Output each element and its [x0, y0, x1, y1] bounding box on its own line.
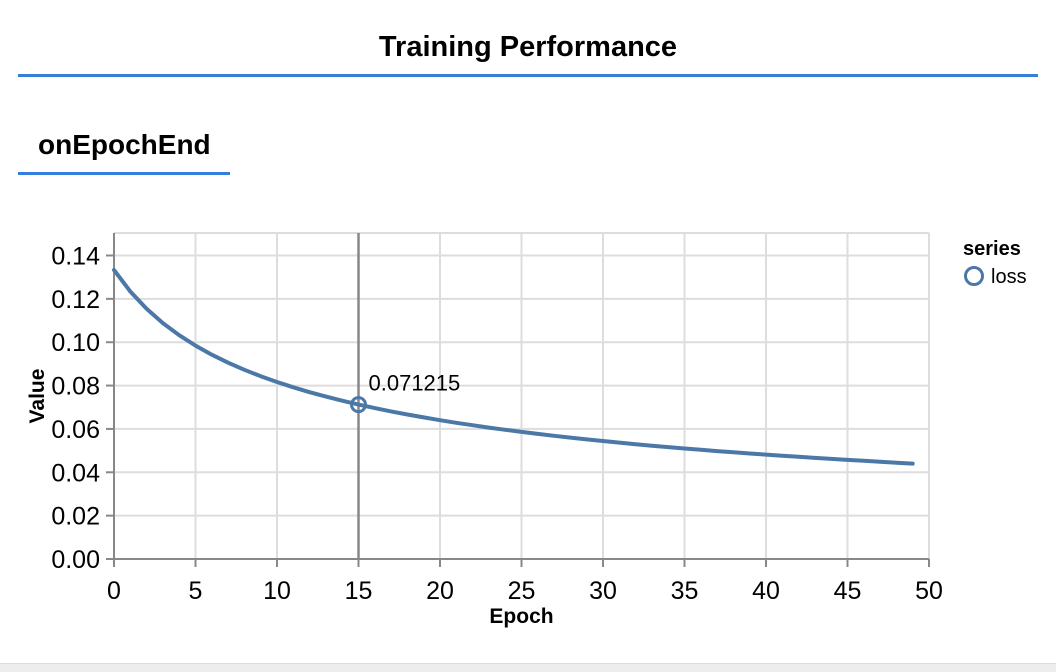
y-tick-label: 0.02 — [51, 503, 100, 531]
x-tick-label: 5 — [189, 577, 203, 605]
x-tick-label: 45 — [834, 577, 862, 605]
x-tick-label: 15 — [345, 577, 373, 605]
y-tick-label: 0.04 — [51, 459, 100, 487]
series-curve-loss — [112, 268, 915, 466]
x-tick-label: 30 — [589, 577, 617, 605]
y-tick-label: 0.10 — [51, 329, 100, 357]
x-tick-label: 40 — [752, 577, 780, 605]
x-tick-label: 35 — [671, 577, 699, 605]
x-tick-label: 25 — [508, 577, 536, 605]
legend-title: series — [963, 238, 1021, 260]
legend-symbol-loss[interactable] — [964, 266, 984, 286]
y-axis-title: Value — [26, 369, 49, 424]
y-tick-label: 0.14 — [51, 243, 100, 271]
title-divider — [18, 74, 1038, 77]
section-heading-underline — [18, 172, 230, 175]
legend-label-loss[interactable]: loss — [991, 266, 1027, 288]
y-tick-label: 0.12 — [51, 286, 100, 314]
y-tick-label: 0.00 — [51, 546, 100, 574]
x-axis-title: Epoch — [489, 605, 553, 628]
next-panel-edge — [0, 663, 1056, 672]
page-title: Training Performance — [378, 31, 678, 63]
cursor-value-label: 0.071215 — [369, 371, 461, 396]
section-heading: onEpochEnd — [38, 129, 211, 160]
x-tick-label: 10 — [263, 577, 291, 605]
x-tick-label: 20 — [426, 577, 454, 605]
y-tick-label: 0.06 — [51, 416, 100, 444]
x-tick-label: 50 — [915, 577, 943, 605]
x-tick-label: 0 — [107, 577, 121, 605]
y-tick-label: 0.08 — [51, 373, 100, 401]
cursor-point[interactable] — [350, 396, 367, 414]
